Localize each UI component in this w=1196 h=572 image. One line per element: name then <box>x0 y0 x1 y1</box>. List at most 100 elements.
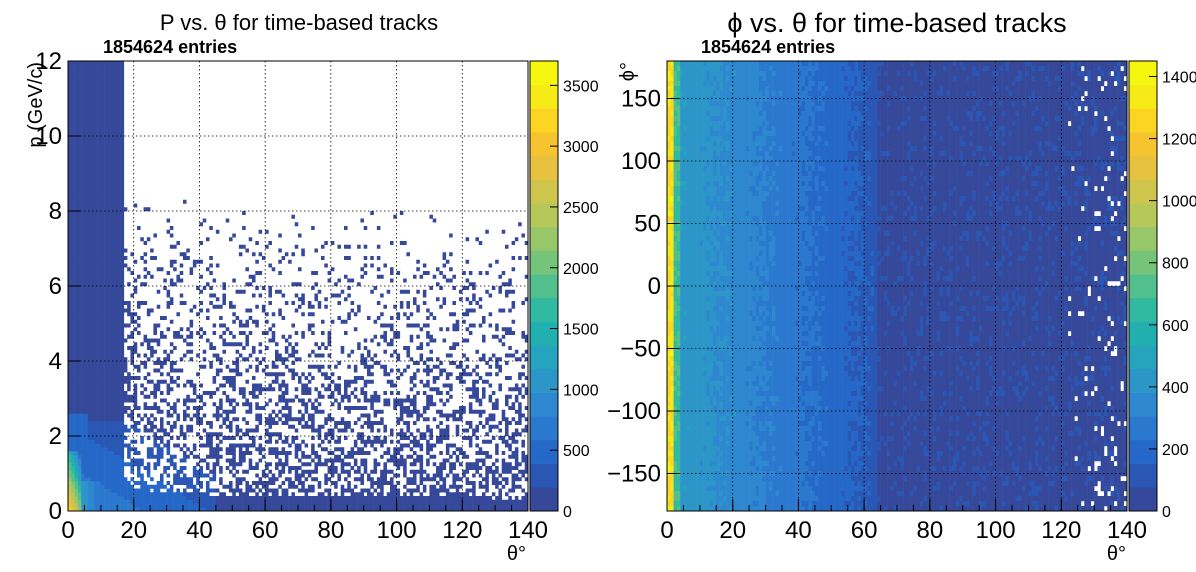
heatmap-cell <box>298 466 302 470</box>
heatmap-cell <box>163 350 167 354</box>
heatmap-cell <box>298 496 302 500</box>
heatmap-cell <box>121 237 125 241</box>
heatmap-cell <box>311 477 315 481</box>
heatmap-cell <box>75 331 79 335</box>
heatmap-cell <box>104 110 108 114</box>
heatmap-cell <box>71 185 75 189</box>
heatmap-cell <box>206 444 210 448</box>
heatmap-cell <box>433 462 437 466</box>
heatmap-cell <box>101 106 105 110</box>
heatmap-cell <box>436 440 440 444</box>
heatmap-cell <box>114 219 118 223</box>
heatmap-cell <box>71 286 75 290</box>
heatmap-cell <box>337 429 341 433</box>
heatmap-cell <box>153 440 157 444</box>
heatmap-cell <box>98 301 102 305</box>
heatmap-cell <box>259 436 263 440</box>
heatmap-cell <box>104 361 108 365</box>
heatmap-cell <box>153 406 157 410</box>
heatmap-cell <box>485 417 489 421</box>
heatmap-cell <box>397 402 401 406</box>
heatmap-cell <box>94 80 98 84</box>
heatmap-cell <box>137 481 141 485</box>
heatmap-cell <box>206 237 210 241</box>
heatmap-cell <box>456 500 460 504</box>
heatmap-cell <box>94 339 98 343</box>
heatmap-cell <box>259 391 263 395</box>
heatmap-cell <box>216 447 220 451</box>
heatmap-cell <box>439 500 443 504</box>
heatmap-cell <box>114 245 118 249</box>
heatmap-cell <box>84 87 88 91</box>
heatmap-cell <box>84 192 88 196</box>
heatmap-cell <box>173 260 177 264</box>
heatmap-cell <box>101 436 105 440</box>
heatmap-cell <box>311 414 315 418</box>
heatmap-cell <box>88 380 92 384</box>
heatmap-cell <box>111 402 115 406</box>
heatmap-cell <box>259 447 263 451</box>
heatmap-cell <box>252 320 256 324</box>
heatmap-cell <box>282 500 286 504</box>
heatmap-cell <box>426 372 430 376</box>
heatmap-cell <box>245 309 249 313</box>
heatmap-cell <box>288 485 292 489</box>
heatmap-cell <box>75 215 79 219</box>
heatmap-cell <box>71 372 75 376</box>
heatmap-cell <box>71 399 75 403</box>
heatmap-cell <box>147 312 151 316</box>
heatmap-cell <box>71 129 75 133</box>
heatmap-cell <box>78 474 82 478</box>
heatmap-cell <box>134 496 138 500</box>
heatmap-cell <box>479 496 483 500</box>
heatmap-cell <box>75 166 79 170</box>
heatmap-cell <box>232 376 236 380</box>
heatmap-cell <box>167 496 171 500</box>
heatmap-cell <box>121 267 125 271</box>
heatmap-cell <box>449 485 453 489</box>
heatmap-cell <box>98 147 102 151</box>
heatmap-cell <box>236 290 240 294</box>
heatmap-cell <box>104 444 108 448</box>
heatmap-cell <box>305 496 309 500</box>
heatmap-cell <box>117 290 121 294</box>
heatmap-cell <box>475 451 479 455</box>
heatmap-cell <box>98 489 102 493</box>
heatmap-cell <box>268 414 272 418</box>
heatmap-cell <box>81 234 85 238</box>
heatmap-cell <box>492 402 496 406</box>
heatmap-cell <box>390 369 394 373</box>
heatmap-cell <box>91 219 95 223</box>
heatmap-cell <box>101 279 105 283</box>
heatmap-cell <box>104 136 108 140</box>
heatmap-cell <box>301 414 305 418</box>
heatmap-cell <box>272 496 276 500</box>
heatmap-cell <box>71 189 75 193</box>
heatmap-cell <box>94 320 98 324</box>
heatmap-cell <box>193 466 197 470</box>
heatmap-cell <box>321 462 325 466</box>
heatmap-cell <box>98 129 102 133</box>
heatmap-cell <box>71 177 75 181</box>
heatmap-cell <box>121 410 125 414</box>
heatmap-cell <box>107 279 111 283</box>
heatmap-cell <box>498 365 502 369</box>
heatmap-cell <box>420 474 424 478</box>
heatmap-cell <box>314 387 318 391</box>
heatmap-cell <box>275 354 279 358</box>
heatmap-cell <box>374 361 378 365</box>
heatmap-cell <box>305 477 309 481</box>
heatmap-cell <box>84 256 88 260</box>
heatmap-cell <box>68 301 72 305</box>
heatmap-cell <box>121 395 125 399</box>
heatmap-cell <box>71 301 75 305</box>
heatmap-cell <box>98 466 102 470</box>
heatmap-cell <box>229 429 233 433</box>
heatmap-cell <box>98 252 102 256</box>
heatmap-cell <box>78 106 82 110</box>
heatmap-cell <box>107 260 111 264</box>
heatmap-cell <box>170 462 174 466</box>
heatmap-cell <box>91 174 95 178</box>
heatmap-cell <box>387 402 391 406</box>
heatmap-cell <box>153 436 157 440</box>
